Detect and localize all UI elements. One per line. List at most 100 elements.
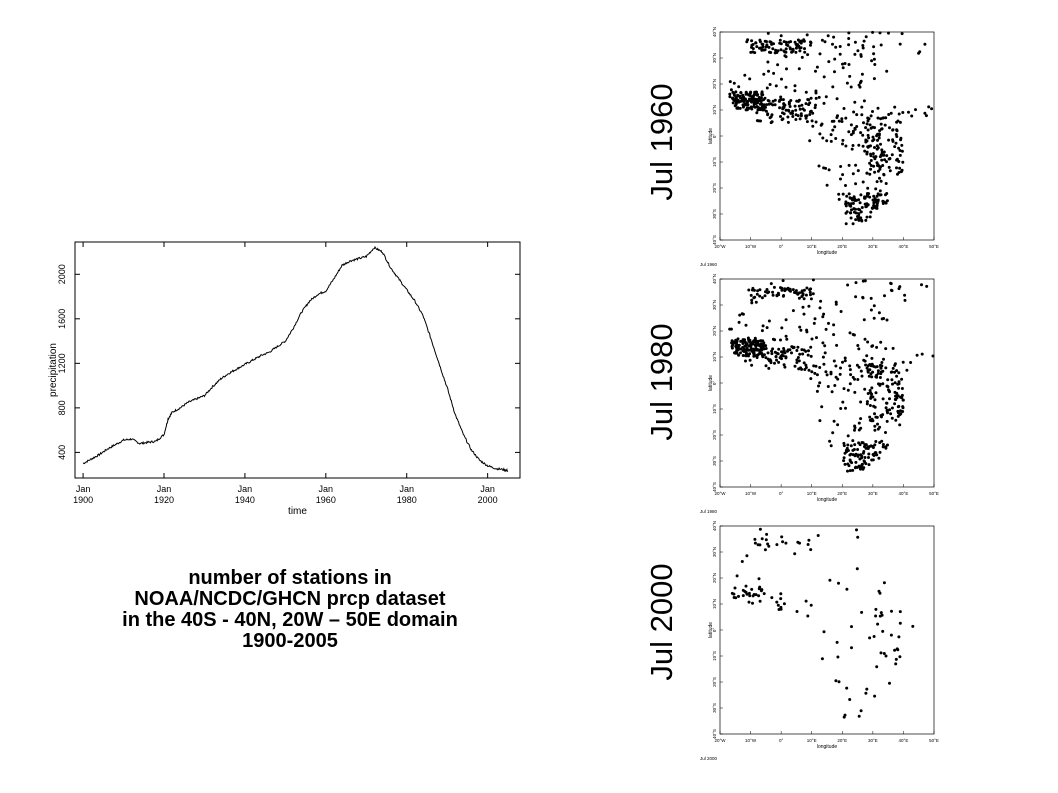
station-point bbox=[871, 458, 875, 462]
station-point bbox=[837, 192, 841, 196]
station-point bbox=[866, 145, 870, 149]
station-point bbox=[807, 349, 810, 353]
station-point bbox=[875, 194, 879, 198]
station-point bbox=[831, 128, 835, 132]
station-point bbox=[728, 80, 732, 84]
station-point bbox=[837, 119, 841, 123]
station-point bbox=[797, 359, 801, 363]
station-point bbox=[795, 349, 799, 352]
station-point bbox=[893, 362, 897, 366]
station-point bbox=[851, 172, 855, 176]
station-point bbox=[736, 337, 740, 341]
station-point bbox=[834, 364, 838, 368]
station-map-1960: 20°W 10°W 0° 10°E 20°E 30°E 40°E 50°E 40°S 30°S 20… bbox=[700, 27, 939, 267]
map-x-tick-label: 10°E bbox=[807, 738, 817, 743]
station-point bbox=[879, 122, 883, 126]
station-point bbox=[741, 594, 745, 598]
station-point bbox=[756, 353, 760, 357]
map-x-tick-label: 20°E bbox=[837, 738, 847, 743]
station-point bbox=[849, 216, 853, 220]
station-point bbox=[798, 352, 802, 356]
map-x-tick-label: 50°E bbox=[929, 244, 939, 249]
station-point bbox=[738, 106, 742, 110]
station-point bbox=[891, 366, 895, 370]
station-point bbox=[821, 341, 825, 345]
station-point bbox=[844, 204, 848, 208]
station-point bbox=[760, 102, 764, 106]
station-point bbox=[872, 454, 876, 457]
station-point bbox=[887, 138, 891, 142]
station-point bbox=[838, 45, 842, 48]
map-y-tick-label: 40°S bbox=[712, 729, 717, 739]
station-point bbox=[917, 51, 921, 55]
station-point bbox=[736, 93, 740, 97]
station-point bbox=[823, 351, 827, 355]
station-point bbox=[847, 130, 851, 134]
station-point bbox=[779, 115, 782, 118]
station-point bbox=[739, 91, 743, 95]
x-tick-label: 1960 bbox=[316, 495, 336, 505]
map-x-tick-label: 10°E bbox=[807, 244, 817, 249]
station-point bbox=[867, 456, 870, 459]
station-point bbox=[856, 535, 860, 539]
station-point bbox=[791, 109, 795, 113]
station-point bbox=[802, 38, 806, 42]
station-point bbox=[737, 85, 741, 89]
station-point bbox=[751, 47, 755, 51]
station-point bbox=[854, 295, 858, 299]
station-point bbox=[870, 363, 874, 367]
station-point bbox=[849, 444, 853, 448]
station-point bbox=[883, 158, 887, 162]
station-point bbox=[876, 369, 880, 373]
station-point bbox=[842, 387, 846, 391]
station-point bbox=[882, 357, 885, 361]
station-point bbox=[781, 540, 785, 544]
station-point bbox=[874, 607, 878, 611]
station-point bbox=[873, 405, 877, 409]
station-point bbox=[782, 347, 786, 350]
station-point bbox=[770, 113, 774, 117]
station-point bbox=[810, 119, 814, 123]
station-point bbox=[898, 166, 902, 170]
map-y-tick-label: 0° bbox=[712, 134, 717, 139]
station-point bbox=[837, 197, 841, 201]
station-point bbox=[746, 99, 750, 103]
map-y-tick-label: 20°N bbox=[712, 573, 717, 583]
station-point bbox=[847, 31, 851, 35]
station-point bbox=[745, 346, 749, 350]
station-point bbox=[891, 346, 895, 350]
station-point bbox=[865, 366, 869, 370]
station-point bbox=[882, 581, 886, 585]
station-point bbox=[802, 297, 806, 301]
station-point bbox=[889, 412, 893, 416]
station-point bbox=[854, 207, 857, 211]
map-y-tick-label: 20°N bbox=[712, 79, 717, 89]
station-point bbox=[789, 289, 792, 293]
station-point bbox=[760, 93, 764, 97]
station-point bbox=[810, 370, 814, 374]
station-point bbox=[755, 348, 759, 352]
station-point bbox=[896, 409, 900, 413]
station-point bbox=[832, 323, 836, 327]
map-x-tick-label: 30°E bbox=[868, 738, 878, 743]
map-x-tick-label: 40°E bbox=[899, 738, 909, 743]
map-y-tick-label: 10°N bbox=[712, 105, 717, 115]
station-point bbox=[817, 95, 821, 99]
station-point bbox=[805, 286, 809, 290]
station-point bbox=[890, 378, 894, 382]
map-y-tick-label: 0° bbox=[712, 381, 717, 386]
station-point bbox=[858, 208, 862, 212]
station-point bbox=[832, 35, 836, 39]
station-point bbox=[884, 446, 888, 450]
station-point bbox=[851, 333, 855, 336]
station-point bbox=[898, 285, 902, 289]
station-point bbox=[871, 139, 875, 143]
station-point bbox=[857, 347, 861, 351]
station-point bbox=[797, 367, 801, 371]
station-point bbox=[744, 342, 748, 346]
station-point bbox=[798, 107, 802, 111]
station-point bbox=[881, 153, 885, 157]
station-point bbox=[863, 456, 867, 459]
station-point bbox=[856, 448, 860, 451]
station-point bbox=[760, 588, 764, 592]
